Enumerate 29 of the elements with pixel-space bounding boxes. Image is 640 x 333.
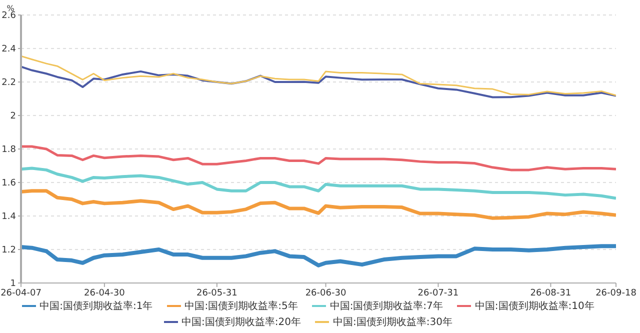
y-tick-label: 2 <box>10 112 16 122</box>
legend-label: 中国:国债到期收益率:30年 <box>332 316 452 329</box>
x-tick-label: 26-09-18 <box>596 288 637 298</box>
legend-label: 中国:国债到期收益率:5年 <box>184 300 298 313</box>
x-tick-label: 26-06-30 <box>305 288 346 298</box>
legend-label: 中国:国债到期收益率:20年 <box>180 316 301 329</box>
line-series <box>21 244 616 268</box>
x-tick-label: 26-04-30 <box>84 288 126 298</box>
legend-label: 中国:国债到期收益率:1年 <box>38 300 153 313</box>
x-tick-label: 26-07-31 <box>418 288 459 298</box>
y-tick-label: 2.2 <box>2 78 16 88</box>
y-tick-label: 2.6 <box>2 11 16 22</box>
y-tick-label: 1.8 <box>2 145 16 156</box>
y-tick-label: 1.4 <box>2 212 16 222</box>
x-tick-label: 26-05-31 <box>196 288 238 298</box>
y-tick-label: 1 <box>10 279 16 290</box>
line-series <box>21 66 616 98</box>
y-tick-label: 2.4 <box>2 44 16 55</box>
line-series <box>21 145 616 172</box>
x-tick-label: 26-04-07 <box>0 288 42 298</box>
y-axis-title: % <box>6 4 15 13</box>
y-tick-label: 1.6 <box>2 178 16 189</box>
line-series <box>21 189 616 220</box>
y-tick-label: 1.2 <box>2 246 16 256</box>
line-series <box>21 55 616 96</box>
line-series <box>21 166 616 200</box>
legend-label: 中国:国债到期收益率:7年 <box>328 300 443 313</box>
x-tick-label: 26-08-31 <box>530 288 572 298</box>
legend-label: 中国:国债到期收益率:10年 <box>474 300 594 313</box>
